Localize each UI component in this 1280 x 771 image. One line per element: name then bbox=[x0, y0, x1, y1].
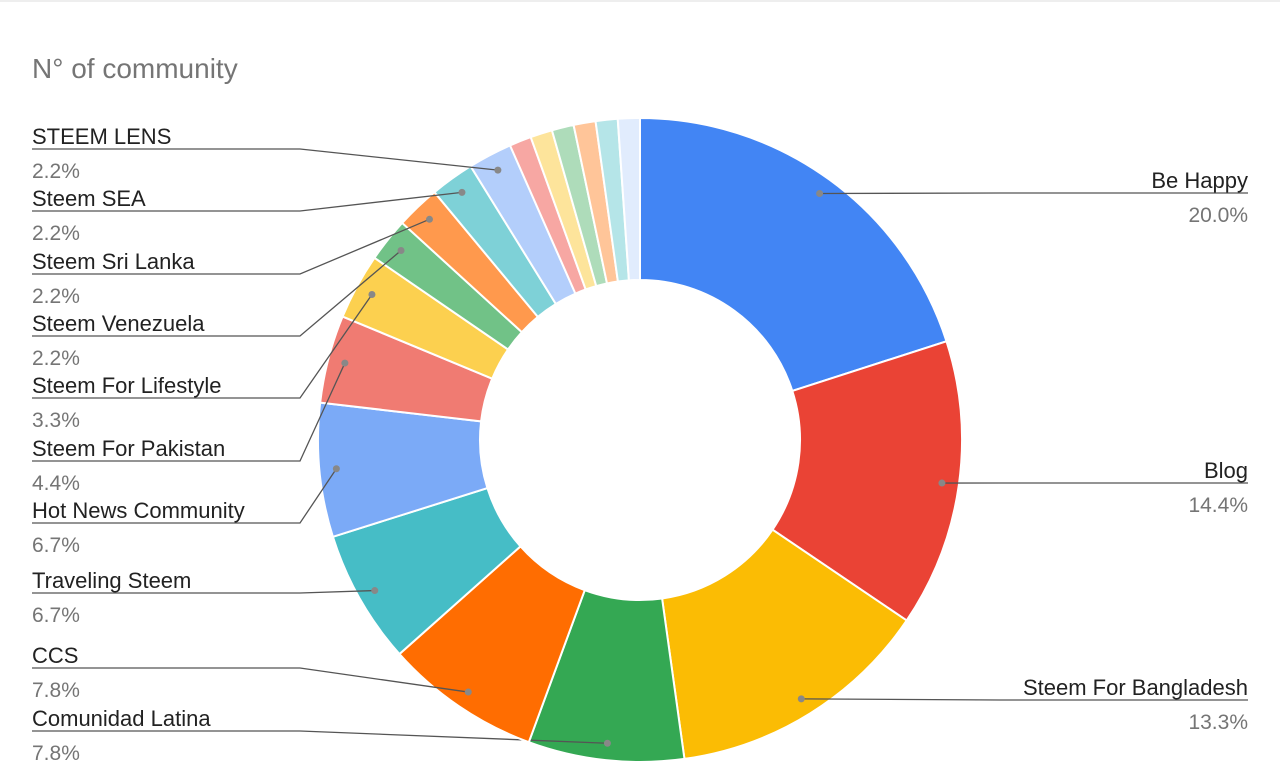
slice bbox=[771, 340, 963, 622]
leader-line bbox=[801, 698, 1248, 701]
slice-label: Blog bbox=[1204, 458, 1248, 483]
leader-line bbox=[32, 730, 608, 744]
leader-line bbox=[32, 362, 346, 462]
slice-label: Be Happy bbox=[1151, 168, 1248, 193]
leader-dot bbox=[371, 587, 379, 595]
value-label: 6.7% bbox=[32, 604, 80, 627]
slice-label: Comunidad Latina bbox=[32, 706, 211, 731]
leader-dot bbox=[464, 688, 472, 696]
leader-dot bbox=[494, 166, 502, 174]
value-label: 4.4% bbox=[32, 472, 80, 495]
leader-dot bbox=[332, 465, 340, 473]
slice-label: Steem Venezuela bbox=[32, 311, 205, 336]
leader-line bbox=[32, 589, 375, 594]
leader-line bbox=[32, 294, 373, 399]
leader-line bbox=[32, 468, 337, 524]
leader-dot bbox=[368, 290, 376, 298]
leader-dot bbox=[425, 215, 433, 223]
slice bbox=[660, 528, 909, 761]
leader-dot bbox=[603, 739, 611, 747]
slice bbox=[639, 116, 948, 393]
slice-label: Hot News Community bbox=[32, 498, 245, 523]
value-label: 6.7% bbox=[32, 534, 80, 557]
value-label: 7.8% bbox=[32, 679, 80, 702]
value-label: 2.2% bbox=[32, 347, 80, 370]
slice-label: CCS bbox=[32, 643, 78, 668]
leader-line bbox=[32, 667, 469, 693]
leader-dot bbox=[816, 189, 824, 197]
leader-dot bbox=[397, 246, 405, 254]
slice-label: Steem For Pakistan bbox=[32, 436, 225, 461]
value-label: 20.0% bbox=[1188, 204, 1248, 227]
leader-dot bbox=[458, 188, 466, 196]
slice-label: Steem For Lifestyle bbox=[32, 373, 222, 398]
leader-line bbox=[32, 218, 430, 275]
slice-label: Steem SEA bbox=[32, 186, 146, 211]
value-label: 2.2% bbox=[32, 222, 80, 245]
value-label: 13.3% bbox=[1188, 711, 1248, 734]
leader-line bbox=[32, 191, 463, 212]
value-label: 7.8% bbox=[32, 742, 80, 765]
chart-title: N° of community bbox=[32, 53, 238, 84]
slice-label: Steem Sri Lanka bbox=[32, 249, 195, 274]
leader-dot bbox=[938, 479, 946, 487]
slice-label: STEEM LENS bbox=[32, 124, 171, 149]
value-label: 2.2% bbox=[32, 285, 80, 308]
leader-dot bbox=[341, 359, 349, 367]
leader-line bbox=[32, 148, 498, 171]
value-label: 14.4% bbox=[1188, 494, 1248, 517]
value-label: 2.2% bbox=[32, 160, 80, 183]
slice-label: Steem For Bangladesh bbox=[1023, 675, 1248, 700]
slice bbox=[616, 116, 641, 282]
leader-dot bbox=[797, 695, 805, 703]
slice-label: Traveling Steem bbox=[32, 568, 191, 593]
value-label: 3.3% bbox=[32, 409, 80, 432]
leader-line bbox=[32, 249, 402, 337]
